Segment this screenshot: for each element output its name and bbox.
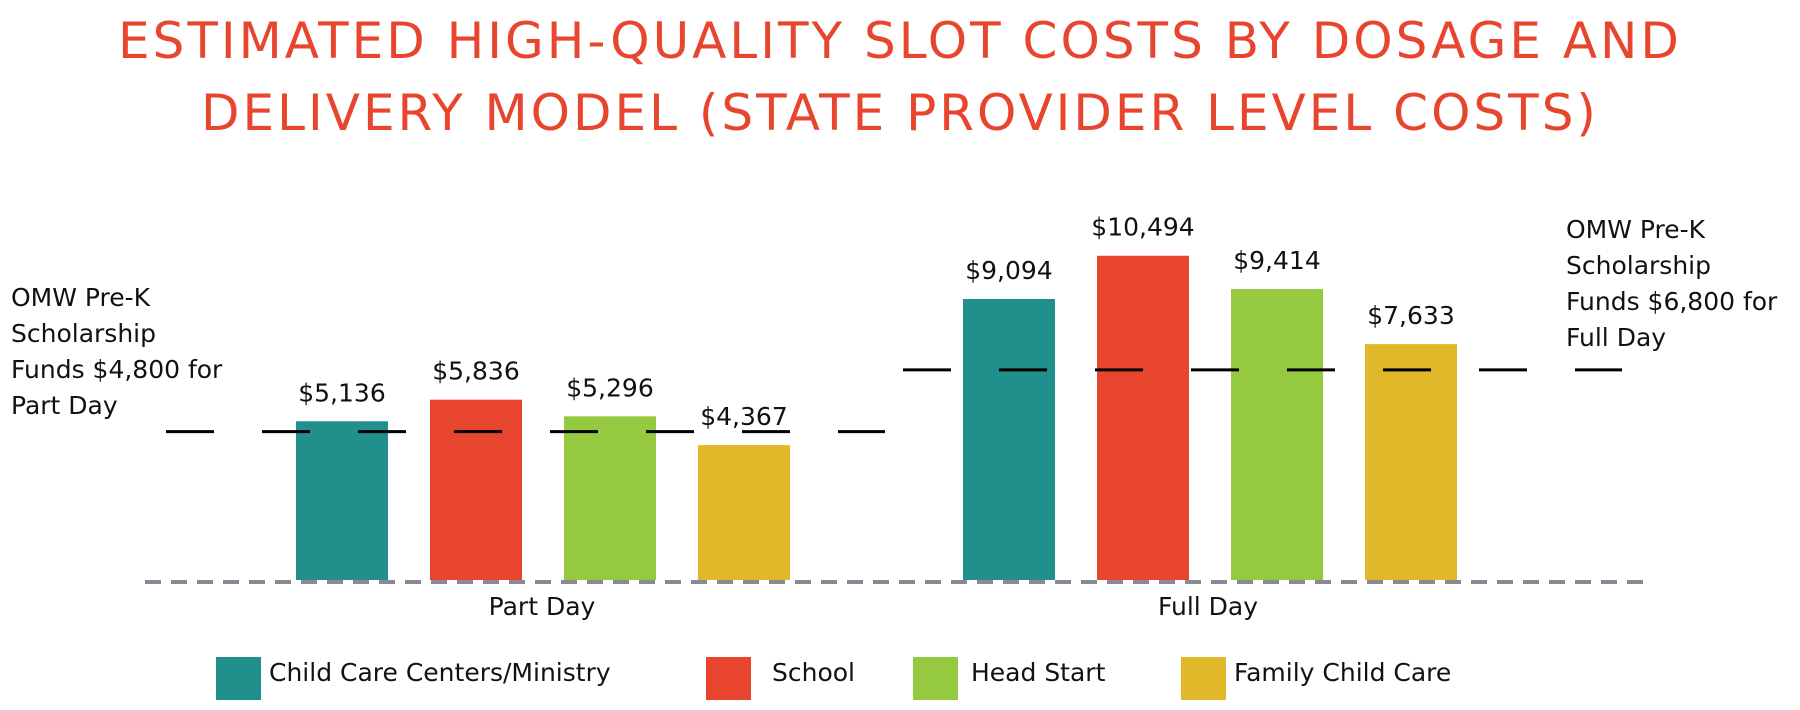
legend-swatch-family-child-care xyxy=(1181,657,1226,700)
value-label: $5,836 xyxy=(432,357,519,386)
value-label: $9,094 xyxy=(965,256,1052,285)
bar-family-child-care-full-day xyxy=(1365,344,1457,580)
value-label: $5,296 xyxy=(566,373,653,402)
value-label: $7,633 xyxy=(1367,301,1454,330)
category-label: Full Day xyxy=(1158,592,1258,621)
legend-label-head-start: Head Start xyxy=(971,658,1106,687)
bar-school-part-day xyxy=(430,399,522,580)
value-label: $10,494 xyxy=(1091,213,1194,242)
bar-head-start-part-day xyxy=(564,416,656,580)
legend-swatch-school xyxy=(706,657,751,700)
bar-family-child-care-part-day xyxy=(698,445,790,580)
legend-label-school: School xyxy=(772,658,855,687)
legend-label-family-child-care: Family Child Care xyxy=(1234,658,1451,687)
legend-label-child-care-centers-ministry: Child Care Centers/Ministry xyxy=(269,658,611,687)
reference-note-part-day: OMW Pre-K Scholarship Funds $4,800 for Part… xyxy=(11,283,223,420)
bar-head-start-full-day xyxy=(1231,289,1323,580)
legend-swatch-head-start xyxy=(913,657,958,700)
legend-swatch-child-care-centers-ministry xyxy=(216,657,261,700)
category-label: Part Day xyxy=(489,592,596,621)
value-label: $5,136 xyxy=(298,378,385,407)
bar-school-full-day xyxy=(1097,255,1189,580)
plot-area: $5,136 $9,094 $5,836 $10,494 $5,296 $9,414 $4,… xyxy=(11,213,1778,621)
value-label: $9,414 xyxy=(1233,246,1320,275)
bar-child-care-centers-ministry-full-day xyxy=(963,298,1055,580)
legend: Child Care Centers/Ministry School Head St… xyxy=(216,657,1451,700)
bar-child-care-centers-ministry-part-day xyxy=(296,421,388,580)
chart-title-line-2: DELIVERY MODEL (STATE PROVIDER LEVEL COS… xyxy=(201,84,1599,142)
reference-note-full-day: OMW Pre-K Scholarship Funds $6,800 for Full… xyxy=(1566,215,1778,352)
value-label: $4,367 xyxy=(700,402,787,431)
chart-title-line-1: ESTIMATED HIGH-QUALITY SLOT COSTS BY DOS… xyxy=(118,12,1682,70)
